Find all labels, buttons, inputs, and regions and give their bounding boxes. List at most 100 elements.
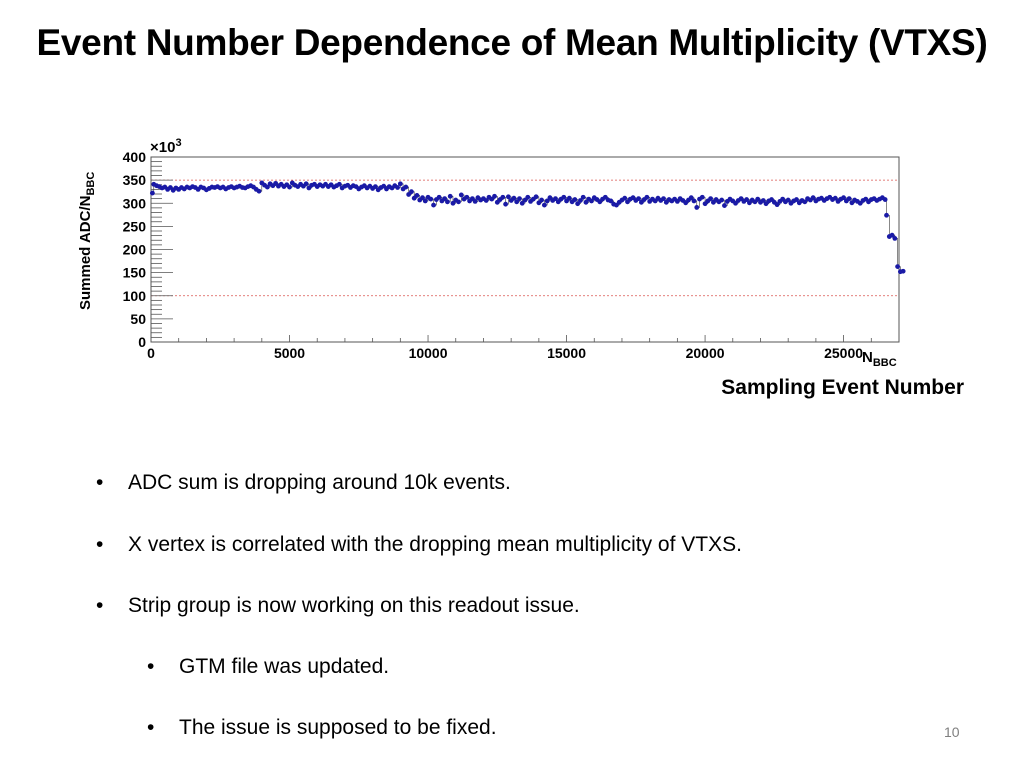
page-number: 10 <box>944 724 960 740</box>
data-point <box>544 198 550 204</box>
data-point <box>539 197 545 203</box>
bullet-item: • ADC sum is dropping around 10k events. <box>96 471 511 494</box>
y-tick-label: 200 <box>123 242 147 258</box>
data-point <box>256 188 262 194</box>
data-point <box>580 194 586 200</box>
data-point <box>832 195 838 201</box>
data-point <box>533 194 539 200</box>
y-tick-label: 50 <box>130 311 146 327</box>
reference-lines <box>151 179 899 297</box>
data-point <box>785 197 791 203</box>
slide-title: Event Number Dependence of Mean Multipli… <box>36 22 988 63</box>
bullet-icon: • <box>96 594 104 617</box>
x-tick-label: 0 <box>147 345 155 361</box>
data-point <box>373 184 378 189</box>
data-point <box>802 199 808 205</box>
y-tick-label: 100 <box>123 288 147 304</box>
data-point <box>699 194 705 200</box>
y-tick-label: 300 <box>123 195 147 211</box>
data-point <box>755 196 761 202</box>
data-point <box>500 194 506 200</box>
data-point <box>578 198 583 203</box>
x-axis-label: NBBC <box>862 349 897 368</box>
data-point <box>458 192 464 198</box>
data-points <box>149 180 906 275</box>
data-point <box>688 195 694 201</box>
x-tick-label: 15000 <box>547 345 586 361</box>
data-point <box>336 181 342 187</box>
x-tick-label: 25000 <box>824 345 863 361</box>
data-point <box>431 202 436 208</box>
data-point <box>760 198 766 203</box>
data-point <box>774 202 780 208</box>
data-point <box>722 203 727 208</box>
x-tick-label: 5000 <box>274 345 305 361</box>
y-axis-ticks: 0 50 100 150 200 250 300 350 400 <box>123 149 173 350</box>
data-point <box>149 190 155 196</box>
data-point <box>892 236 898 241</box>
y-tick-label: 400 <box>123 149 147 165</box>
data-point <box>661 196 666 202</box>
sub-bullet-item: • GTM file was updated. <box>147 655 390 678</box>
data-point <box>622 195 628 201</box>
data-point <box>846 196 852 202</box>
data-point <box>511 195 517 201</box>
data-point <box>900 268 906 274</box>
x-axis-ticks: 0 5000 10000 15000 20000 25000 <box>147 335 900 361</box>
data-point <box>447 193 453 199</box>
data-point <box>436 194 442 200</box>
data-point <box>264 184 270 190</box>
data-point <box>572 197 578 202</box>
data-point <box>287 184 292 190</box>
bullet-icon: • <box>147 716 155 739</box>
data-point <box>303 181 309 187</box>
y-tick-label: 0 <box>138 334 146 350</box>
data-point <box>810 195 816 201</box>
bullet-item: • X vertex is correlated with the droppin… <box>96 533 742 556</box>
data-point <box>422 198 428 204</box>
data-point <box>428 196 434 202</box>
data-point <box>445 199 450 205</box>
data-point <box>492 193 497 199</box>
data-point <box>397 181 403 187</box>
sub-bullet-item: • The issue is supposed to be fixed. <box>147 716 497 739</box>
bullet-icon: • <box>96 471 104 494</box>
data-point <box>561 194 567 200</box>
data-point <box>456 199 461 205</box>
data-point <box>420 195 425 201</box>
data-point <box>414 192 420 198</box>
data-point <box>514 199 520 205</box>
y-tick-label: 250 <box>123 218 147 234</box>
data-point <box>450 200 456 206</box>
data-point <box>794 197 799 202</box>
data-point <box>608 198 614 204</box>
data-point <box>442 196 448 202</box>
sampling-event-number-label: Sampling Event Number <box>721 376 964 399</box>
bullet-icon: • <box>147 655 155 678</box>
data-point <box>472 199 478 204</box>
data-point <box>719 197 725 203</box>
data-point <box>519 200 525 206</box>
data-point <box>464 194 470 200</box>
data-point <box>409 189 414 195</box>
data-point <box>517 196 522 202</box>
data-point <box>882 197 888 202</box>
data-point <box>583 199 589 205</box>
data-point <box>644 194 650 200</box>
y-axis-label: Summed ADC/NBBC <box>77 172 97 310</box>
data-point <box>708 196 714 202</box>
bullet-item: • Strip group is now working on this read… <box>96 594 580 617</box>
x-tick-label: 20000 <box>686 345 725 361</box>
data-point <box>503 201 509 207</box>
scatter-chart: 0 50 100 150 200 250 300 350 400 0 5000 10000 15000… <box>77 137 906 368</box>
data-point <box>589 198 594 204</box>
bullet-icon: • <box>96 533 104 556</box>
data-point <box>525 194 531 200</box>
data-point <box>483 198 489 203</box>
data-point <box>505 194 511 200</box>
data-point <box>636 196 641 202</box>
data-point <box>403 184 409 190</box>
data-point <box>895 264 901 270</box>
data-point <box>553 196 558 202</box>
data-point <box>744 197 750 202</box>
